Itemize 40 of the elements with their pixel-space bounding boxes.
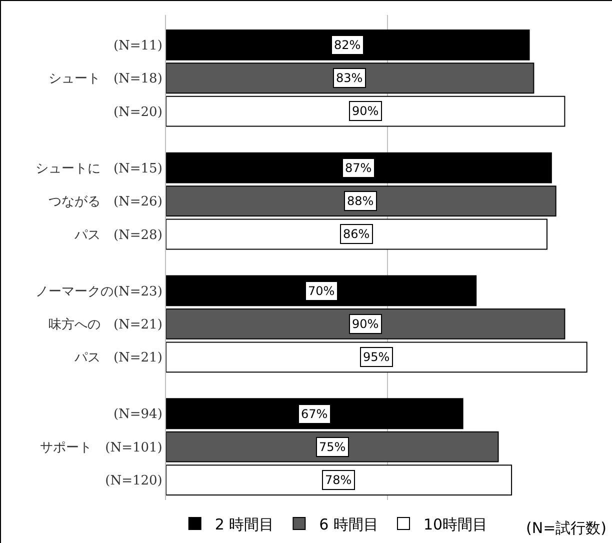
data-label: 78%	[325, 473, 352, 487]
legend-label: 10時間目	[423, 515, 488, 534]
y-tick-label: (N=11)	[113, 38, 162, 54]
text: (N=試行数)	[526, 519, 606, 537]
bar	[166, 275, 477, 306]
data-label: 90%	[352, 317, 379, 331]
bar	[166, 308, 566, 340]
data-label: 70%	[308, 284, 335, 298]
legend-label: 2 時間目	[214, 515, 274, 534]
bar	[166, 62, 534, 94]
bar	[166, 342, 588, 373]
y-tick-label: パス (N=21)	[73, 350, 162, 366]
y-tick-label: パス (N=28)	[73, 228, 162, 243]
bar	[166, 431, 499, 462]
data-label: 82%	[334, 38, 361, 52]
bar	[166, 96, 566, 127]
y-tick-label: (N=120)	[105, 474, 162, 489]
data-label: 88%	[347, 194, 374, 208]
data-label: 87%	[345, 161, 372, 175]
bar	[166, 398, 464, 430]
y-tick-label: シュートに (N=15)	[35, 161, 162, 176]
y-tick-label: 味方への (N=21)	[48, 316, 162, 332]
bar	[166, 152, 552, 184]
data-label: 83%	[336, 71, 363, 85]
data-label: 90%	[352, 104, 379, 118]
legend-label: 6 時間目	[319, 515, 378, 534]
data-label: 67%	[301, 407, 328, 421]
y-tick-label: (N=20)	[113, 104, 162, 120]
bar	[166, 186, 556, 216]
y-tick-label: (N=94)	[113, 407, 162, 422]
y-tick-label: シュート (N=18)	[48, 72, 162, 87]
y-tick-label: サポート (N=101)	[40, 440, 162, 456]
bar	[166, 464, 512, 496]
data-label: 95%	[363, 350, 390, 364]
y-tick-label: ノーマークの(N=23)	[35, 284, 162, 300]
bar	[166, 218, 548, 250]
bar	[166, 29, 530, 60]
data-label: 86%	[343, 227, 370, 241]
data-label: 75%	[319, 440, 346, 454]
y-tick-label: つながる (N=26)	[48, 194, 162, 210]
